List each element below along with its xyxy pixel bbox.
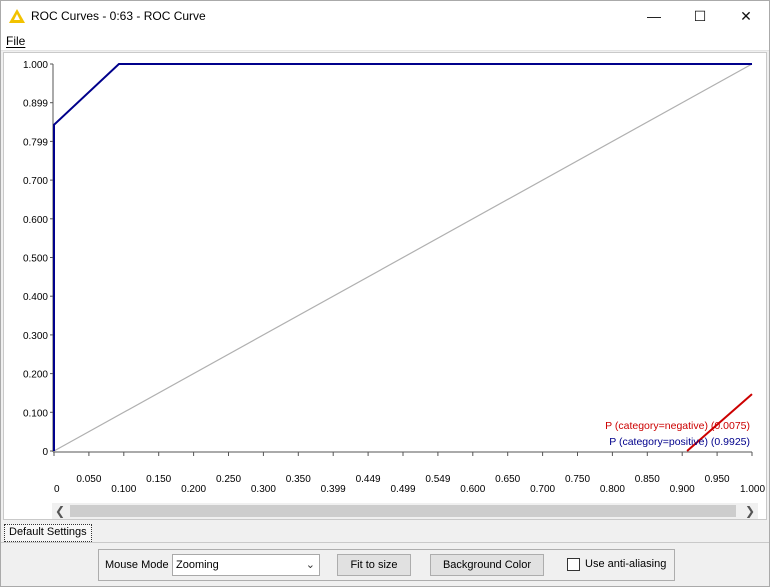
x-tick-label: 0.850	[635, 474, 660, 485]
mouse-mode-label: Mouse Mode	[105, 559, 169, 571]
y-tick-label: 0.600	[23, 215, 48, 226]
tab-divider	[1, 542, 769, 543]
y-tick-label: 0.100	[23, 408, 48, 419]
y-tick-label: 0	[42, 447, 48, 458]
x-tick-label: 0.200	[181, 484, 206, 495]
title-bar: ROC Curves - 0:63 - ROC Curve — ☐ ✕	[1, 1, 769, 31]
y-tick-label: 1.000	[23, 60, 48, 71]
controls-panel: Mouse Mode Zooming ⌄ Fit to size Backgro…	[98, 549, 675, 581]
x-tick-label: 0.100	[111, 484, 136, 495]
roc-series-line	[53, 63, 752, 451]
x-tick-label: 0.350	[286, 474, 311, 485]
chevron-down-icon: ⌄	[305, 559, 315, 571]
anti-aliasing-checkbox[interactable]	[567, 558, 580, 571]
y-tick-label: 0.899	[23, 99, 48, 110]
y-tick-label: 0.300	[23, 331, 48, 342]
horizontal-scrollbar[interactable]: ❮ ❯	[52, 503, 758, 519]
roc-chart[interactable]: 0 0.100 0.200 0.300 0.400 0.500 0.600 0.700 0.79…	[4, 53, 766, 503]
mouse-mode-value: Zooming	[176, 559, 219, 571]
x-tick-label: 0.950	[705, 474, 730, 485]
y-tick-label: 0.700	[23, 176, 48, 187]
legend-entry: P (category=negative) (0.0075)	[605, 420, 750, 432]
x-tick-label: 0.700	[530, 484, 555, 495]
menu-bar: File	[1, 31, 769, 51]
x-tick-label: 0.050	[76, 474, 101, 485]
background-color-button[interactable]: Background Color	[430, 554, 544, 576]
minimize-icon: —	[647, 8, 661, 24]
y-tick-label: 0.799	[23, 137, 48, 148]
maximize-button[interactable]: ☐	[677, 1, 723, 31]
x-tick-label: 0.449	[356, 474, 381, 485]
x-tick-label: 0.549	[425, 474, 450, 485]
anti-aliasing-label: Use anti-aliasing	[585, 558, 667, 570]
x-tick-label: 0.800	[600, 484, 625, 495]
minimize-button[interactable]: —	[631, 1, 677, 31]
x-tick-label: 0.900	[670, 484, 695, 495]
close-button[interactable]: ✕	[723, 1, 769, 31]
x-tick-label: 0.499	[390, 484, 415, 495]
close-icon: ✕	[740, 7, 752, 24]
x-tick-label: 0.650	[495, 474, 520, 485]
x-tick-label: 0.750	[565, 474, 590, 485]
scroll-thumb[interactable]	[70, 505, 736, 517]
roc-series-line	[686, 393, 753, 452]
x-tick-label: 0.600	[460, 484, 485, 495]
maximize-icon: ☐	[693, 7, 707, 24]
y-tick-label: 0.400	[23, 292, 48, 303]
x-tick-label: 0.300	[251, 484, 276, 495]
diagonal-reference-line	[53, 63, 753, 452]
legend-entry: P (category=positive) (0.9925)	[609, 436, 750, 448]
scroll-right-icon[interactable]: ❯	[744, 504, 756, 518]
x-tick-label: 0.399	[321, 484, 346, 495]
menu-file[interactable]: File	[6, 34, 26, 48]
fit-to-size-button[interactable]: Fit to size	[337, 554, 411, 576]
x-tick-label: 0.150	[146, 474, 171, 485]
window-title: ROC Curves - 0:63 - ROC Curve	[31, 9, 206, 23]
scroll-left-icon[interactable]: ❮	[54, 504, 66, 518]
x-tick-label: 0.250	[216, 474, 241, 485]
x-tick-label: 0	[54, 484, 60, 495]
x-tick-label: 1.000	[740, 484, 765, 495]
mouse-mode-select[interactable]: Zooming ⌄	[172, 554, 320, 576]
roc-plot-area[interactable]: 0 0.100 0.200 0.300 0.400 0.500 0.600 0.700 0.79…	[3, 52, 767, 520]
knime-app-icon	[9, 9, 25, 23]
y-tick-label: 0.200	[23, 370, 48, 381]
y-tick-label: 0.500	[23, 254, 48, 265]
tab-default-settings[interactable]: Default Settings	[4, 524, 92, 542]
